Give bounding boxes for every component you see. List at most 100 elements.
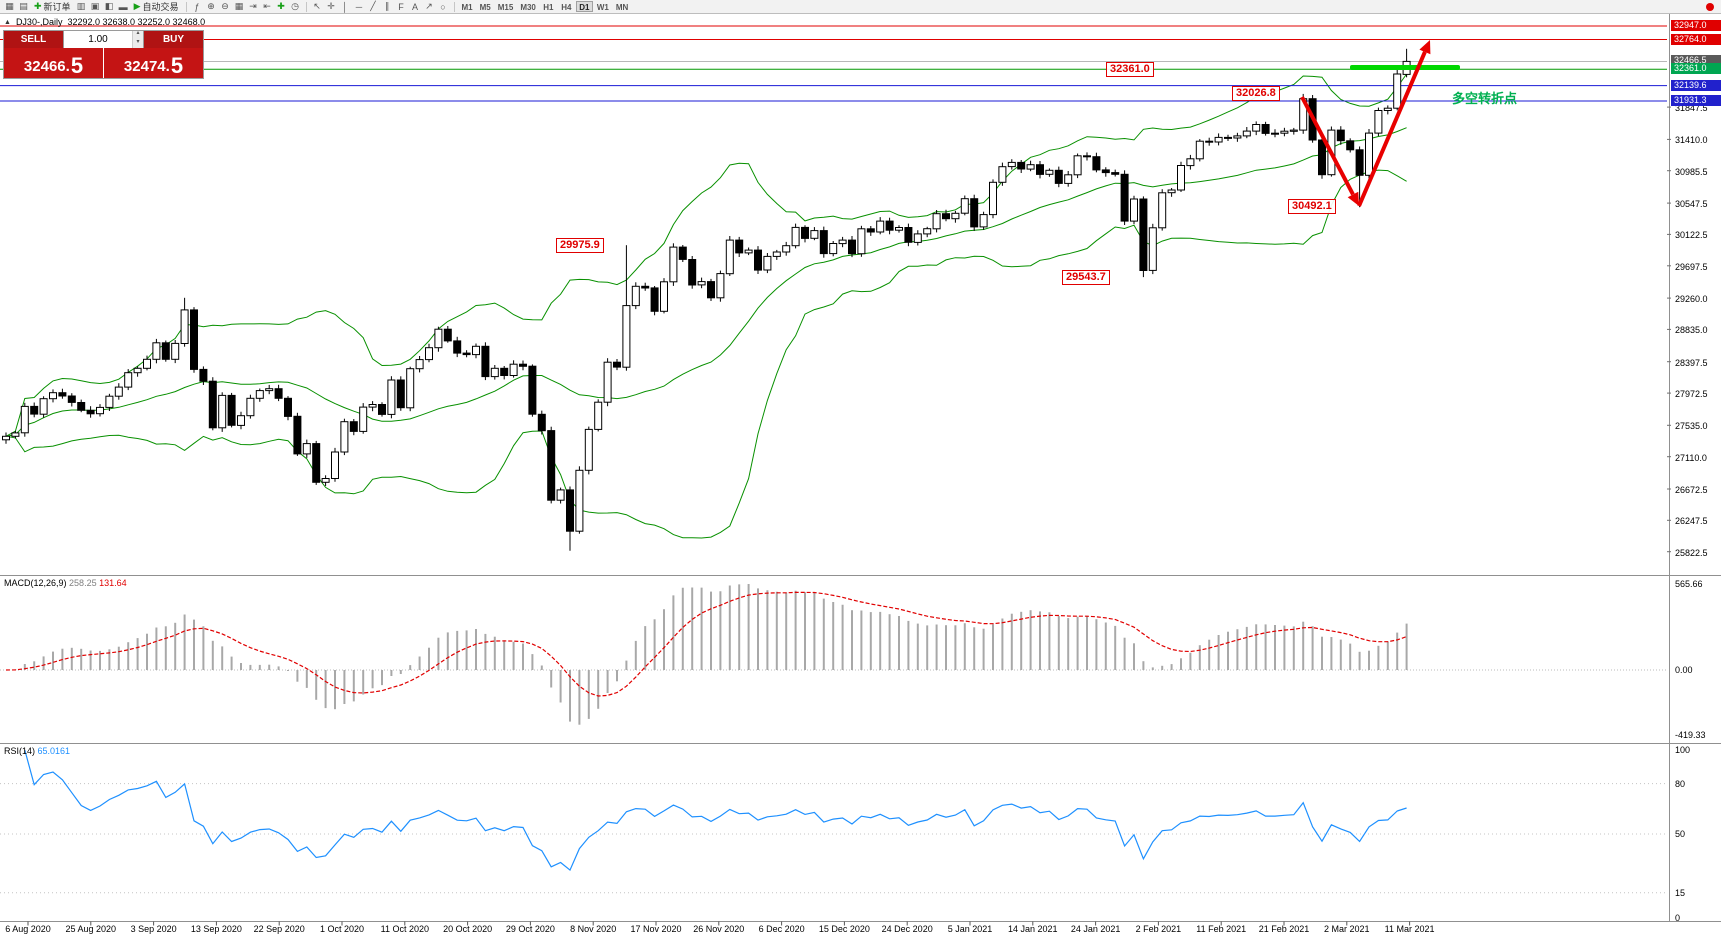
timeframe-mn-button[interactable]: MN <box>615 3 629 12</box>
collapse-panel-icon[interactable]: ▲ <box>4 18 11 26</box>
volume-input[interactable] <box>64 31 132 48</box>
period-clock-icon: ◷ <box>291 1 299 11</box>
terminal-icon[interactable]: ▬ <box>117 1 130 13</box>
price-axis-label: 28835.0 <box>1675 325 1708 336</box>
trendline-icon[interactable]: ╱ <box>367 1 380 13</box>
zoom-out-icon: ⊖ <box>221 1 229 11</box>
channel-icon: ∥ <box>384 1 390 11</box>
timeframe-m1-button[interactable]: M1 <box>461 3 473 12</box>
new-order-button[interactable]: ✚ 新订单 <box>31 1 74 13</box>
timeframe-w1-button[interactable]: W1 <box>596 3 609 12</box>
date-label: 6 Dec 2020 <box>758 924 805 934</box>
rsi-axis-label: 100 <box>1675 745 1691 755</box>
indicators-icon[interactable]: ƒ <box>191 1 204 13</box>
shapes-icon[interactable]: ○ <box>437 1 450 13</box>
date-label: 24 Jan 2021 <box>1070 924 1121 934</box>
timeframe-h1-button[interactable]: H1 <box>543 3 554 12</box>
tile-windows-icon[interactable]: ▦ <box>233 1 246 13</box>
macd-axis-label: -419.33 <box>1675 730 1706 740</box>
market-watch-icon[interactable]: ▥ <box>75 1 88 13</box>
sell-button[interactable]: SELL <box>4 31 63 48</box>
date-label: 11 Mar 2021 <box>1384 924 1435 934</box>
price-axis-label: 28397.5 <box>1675 357 1708 368</box>
add-indicator-icon[interactable]: ✚ <box>275 1 288 13</box>
channel-icon[interactable]: ∥ <box>381 1 394 13</box>
date-label: 24 Dec 2020 <box>881 924 933 934</box>
fibonacci-icon[interactable]: F <box>395 1 408 13</box>
data-window-icon: ▣ <box>90 1 100 11</box>
buy-price-button[interactable]: 32474. 5 <box>104 48 203 78</box>
autotrade-button: ▶ <box>133 1 141 11</box>
autotrade-button[interactable]: ▶ 自动交易 <box>131 1 182 13</box>
timeframe-h4-button[interactable]: H4 <box>561 3 572 12</box>
macd-label: MACD(12,26,9) <box>4 578 67 588</box>
price-axis-label: 26247.5 <box>1675 516 1708 527</box>
timeframe-m5-button[interactable]: M5 <box>479 3 491 12</box>
notification-dot-icon[interactable] <box>1706 2 1714 11</box>
timeframe-d1-button[interactable]: D1 <box>575 1 593 12</box>
date-label: 6 Aug 2020 <box>5 924 51 934</box>
zoom-out-icon[interactable]: ⊖ <box>219 1 232 13</box>
date-label: 14 Jan 2021 <box>1008 924 1058 934</box>
price-axis-label: 30122.5 <box>1675 230 1708 241</box>
buy-button[interactable]: BUY <box>144 31 203 48</box>
date-label: 1 Oct 2020 <box>319 924 365 934</box>
timeframe-m15-button[interactable]: M15 <box>497 3 514 12</box>
indicators-icon: ƒ <box>194 1 200 12</box>
date-label: 5 Jan 2021 <box>947 924 993 934</box>
price-axis-badge: 31931.3 <box>1671 94 1721 106</box>
bull-bear-turning-point-note[interactable]: 多空转折点 <box>1452 91 1518 106</box>
price-annotation-label[interactable]: 30492.1 <box>1288 199 1336 214</box>
rsi-axis-label: 50 <box>1675 829 1686 839</box>
crosshair-icon[interactable]: ✛ <box>325 1 338 13</box>
navigator-icon: ◧ <box>104 1 114 11</box>
new-chart-icon[interactable]: ▦ <box>3 1 16 13</box>
sell-price-button[interactable]: 32466. 5 <box>4 48 104 78</box>
text-label-icon[interactable]: A <box>409 1 422 13</box>
volume-up-icon[interactable]: ▴ <box>133 30 143 40</box>
auto-scroll-icon: ⇥ <box>249 1 257 11</box>
macd-header: MACD(12,26,9) 258.25 131.64 <box>4 578 127 588</box>
toolbar-separator <box>453 1 455 12</box>
toolbar-separator <box>305 1 307 12</box>
price-annotation-label[interactable]: 29543.7 <box>1062 270 1110 285</box>
cursor-icon[interactable]: ↖ <box>311 1 324 13</box>
data-window-icon[interactable]: ▣ <box>89 1 102 13</box>
auto-scroll-icon[interactable]: ⇥ <box>247 1 260 13</box>
chart-profiles-icon[interactable]: ▤ <box>17 1 30 13</box>
price-annotation-label[interactable]: 29975.9 <box>556 238 604 253</box>
arrow-tools-icon[interactable]: ↗ <box>423 1 436 13</box>
price-axis-label: 25822.5 <box>1675 547 1708 558</box>
date-label: 8 Nov 2020 <box>570 924 617 934</box>
timeframe-m30-button[interactable]: M30 <box>520 3 536 12</box>
buy-price-big-digit: 5 <box>170 53 184 78</box>
vertical-line-icon[interactable]: │ <box>339 1 352 13</box>
date-label: 29 Oct 2020 <box>505 924 555 934</box>
crosshair-icon: ✛ <box>327 1 335 11</box>
one-click-trading-panel: SELL ▴ ▾ BUY 32466. 5 32474. 5 <box>3 30 204 79</box>
zoom-in-icon: ⊕ <box>207 1 215 11</box>
price-axis-label: 31410.0 <box>1675 135 1708 146</box>
chart-shift-icon[interactable]: ⇤ <box>261 1 274 13</box>
period-clock-icon[interactable]: ◷ <box>289 1 302 13</box>
text-label-icon: A <box>411 1 418 12</box>
volume-down-icon[interactable]: ▾ <box>133 39 143 48</box>
date-label: 25 Aug 2020 <box>65 924 117 934</box>
price-annotation-label[interactable]: 32361.0 <box>1106 62 1154 77</box>
terminal-icon: ▬ <box>118 1 128 12</box>
chart-shift-icon: ⇤ <box>263 1 271 11</box>
price-axis-label: 30547.5 <box>1675 199 1708 210</box>
price-axis-label: 31847.5 <box>1675 103 1708 114</box>
rsi-header: RSI(14) 65.0161 <box>4 746 70 756</box>
date-label: 2 Mar 2021 <box>1324 924 1370 934</box>
date-label: 11 Feb 2021 <box>1196 924 1247 934</box>
price-annotation-label[interactable]: 32026.8 <box>1232 86 1280 101</box>
price-axis-label: 30985.5 <box>1675 166 1708 177</box>
arrow-tools-icon: ↗ <box>425 1 433 11</box>
navigator-icon[interactable]: ◧ <box>103 1 116 13</box>
date-label: 20 Oct 2020 <box>443 924 493 934</box>
horizontal-line-icon[interactable]: ─ <box>353 1 366 13</box>
new-order-button: ✚ <box>34 1 42 11</box>
zoom-in-icon[interactable]: ⊕ <box>205 1 218 13</box>
